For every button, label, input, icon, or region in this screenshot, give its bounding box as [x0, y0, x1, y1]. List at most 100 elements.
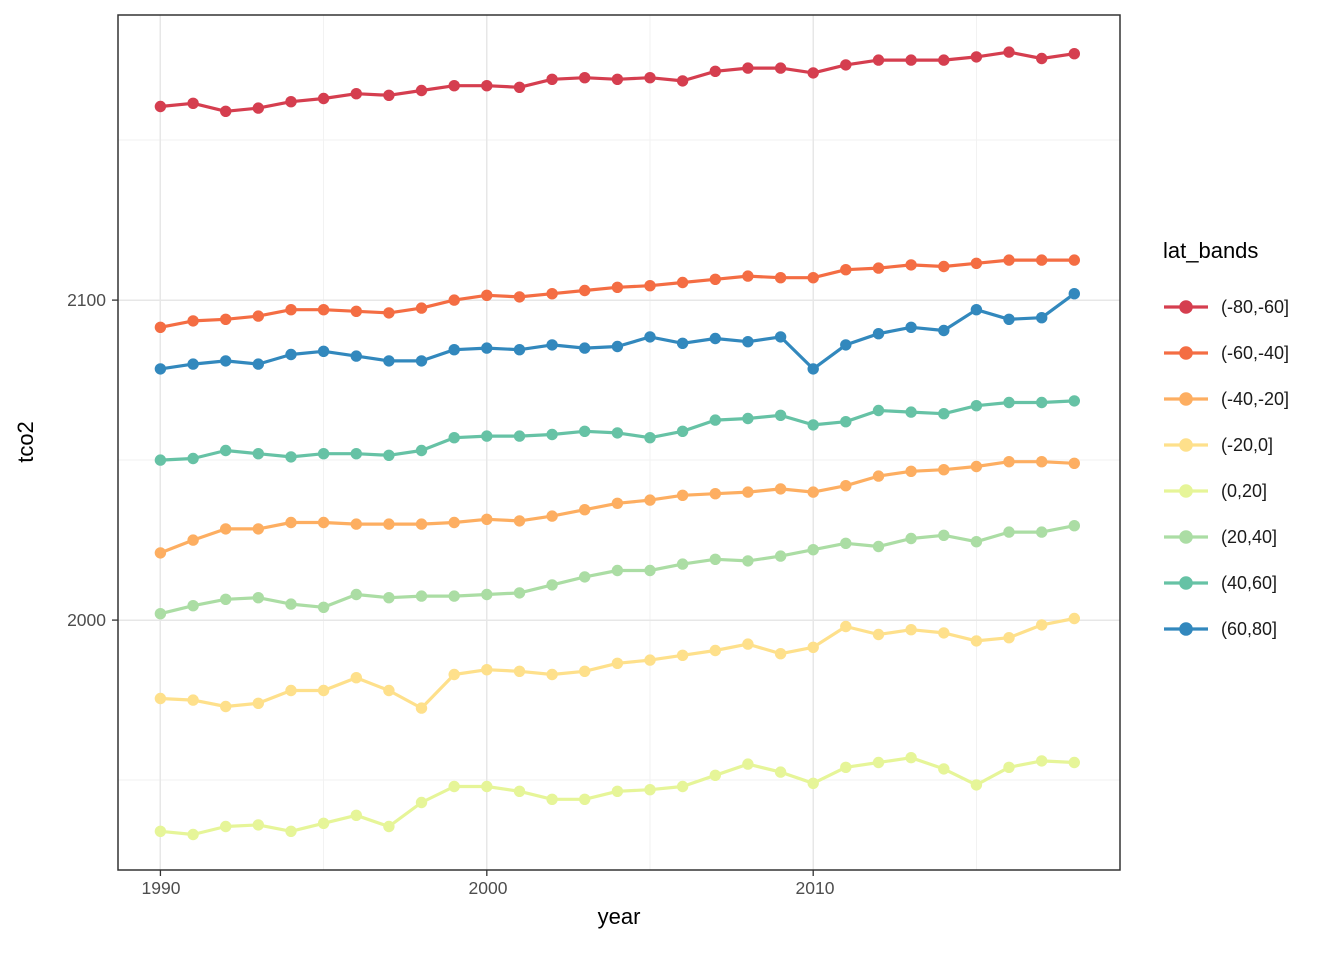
data-point	[1036, 396, 1048, 409]
data-point	[187, 97, 199, 110]
data-point	[807, 544, 819, 556]
data-point	[970, 400, 983, 412]
data-point	[448, 516, 460, 529]
data-point	[872, 756, 885, 769]
data-point	[546, 510, 558, 522]
legend-label: (40,60]	[1221, 572, 1278, 593]
data-point	[1068, 288, 1081, 300]
legend-label: (20,40]	[1221, 526, 1278, 547]
data-point	[513, 81, 526, 94]
legend-label: (60,80]	[1221, 618, 1278, 639]
data-point	[938, 627, 950, 639]
data-point	[285, 304, 297, 316]
data-point	[611, 427, 624, 439]
data-point	[220, 820, 232, 833]
data-point	[350, 809, 362, 821]
data-point	[317, 92, 330, 105]
data-point	[709, 65, 721, 78]
data-point	[905, 624, 917, 636]
data-point	[285, 516, 297, 529]
data-point	[285, 348, 297, 361]
data-point	[644, 494, 656, 506]
data-point	[285, 96, 297, 108]
data-point	[1068, 612, 1081, 625]
data-point	[579, 504, 591, 516]
data-point	[644, 784, 656, 796]
data-point	[187, 358, 199, 370]
data-point	[742, 270, 754, 282]
data-point	[579, 284, 591, 297]
data-point	[905, 54, 917, 66]
data-point	[317, 448, 330, 460]
data-point	[644, 72, 656, 84]
data-point	[317, 817, 330, 829]
data-point	[579, 425, 591, 437]
data-point	[187, 694, 199, 706]
data-point	[905, 259, 917, 271]
data-point	[220, 313, 232, 325]
data-point	[1003, 396, 1015, 409]
data-point	[676, 780, 689, 793]
data-point	[415, 355, 428, 367]
data-point	[513, 430, 526, 442]
data-point	[676, 276, 689, 289]
data-point	[1068, 520, 1081, 532]
legend-key-icon	[1164, 530, 1208, 544]
data-point	[415, 796, 428, 809]
data-point	[415, 590, 428, 602]
data-point	[481, 80, 493, 92]
data-point	[1036, 619, 1048, 631]
data-point	[220, 700, 232, 713]
data-point	[970, 257, 983, 269]
data-point	[579, 793, 591, 805]
data-point	[317, 684, 330, 697]
data-point	[774, 331, 787, 343]
data-point	[1068, 254, 1081, 266]
data-point	[840, 620, 852, 633]
data-point	[252, 523, 264, 535]
data-point	[154, 100, 167, 113]
series-(20,40]	[154, 520, 1081, 620]
data-point	[970, 779, 983, 791]
data-point	[546, 793, 558, 805]
data-point	[415, 444, 428, 457]
data-point	[742, 336, 754, 348]
series-(-60,-40]	[154, 254, 1081, 333]
legend-entry: (-40,-20]	[1163, 376, 1341, 422]
legend-key-icon	[1164, 300, 1208, 314]
data-point	[774, 409, 787, 421]
data-point	[611, 281, 624, 293]
data-point	[350, 518, 362, 530]
data-point	[220, 105, 232, 118]
data-point	[187, 600, 199, 612]
data-point	[1003, 526, 1015, 538]
data-point	[938, 464, 950, 476]
data-point	[905, 752, 917, 764]
data-point	[579, 342, 591, 354]
data-point	[1003, 456, 1015, 468]
data-point	[481, 342, 493, 354]
data-point	[546, 73, 558, 86]
data-point	[970, 460, 983, 473]
data-point	[350, 88, 362, 100]
data-point	[415, 302, 428, 314]
data-point	[285, 684, 297, 697]
data-point	[938, 54, 950, 66]
data-point	[154, 608, 167, 620]
data-point	[807, 363, 819, 375]
y-axis-tick-label: 2000	[67, 610, 106, 630]
data-point	[1036, 52, 1048, 65]
data-point	[1003, 761, 1015, 773]
axis-tick-marks	[112, 299, 814, 876]
data-point	[676, 649, 689, 661]
data-point	[709, 332, 721, 345]
data-point	[481, 780, 493, 793]
data-point	[350, 672, 362, 684]
legend-label: (0,20]	[1221, 480, 1268, 501]
data-point	[1068, 395, 1081, 407]
data-point	[807, 67, 819, 79]
data-point	[252, 358, 264, 370]
data-point	[709, 553, 721, 565]
legend-entry: (20,40]	[1163, 514, 1341, 560]
legend: lat_bands (-80,-60] (-60,-40] (-40,-20]	[1163, 238, 1341, 652]
